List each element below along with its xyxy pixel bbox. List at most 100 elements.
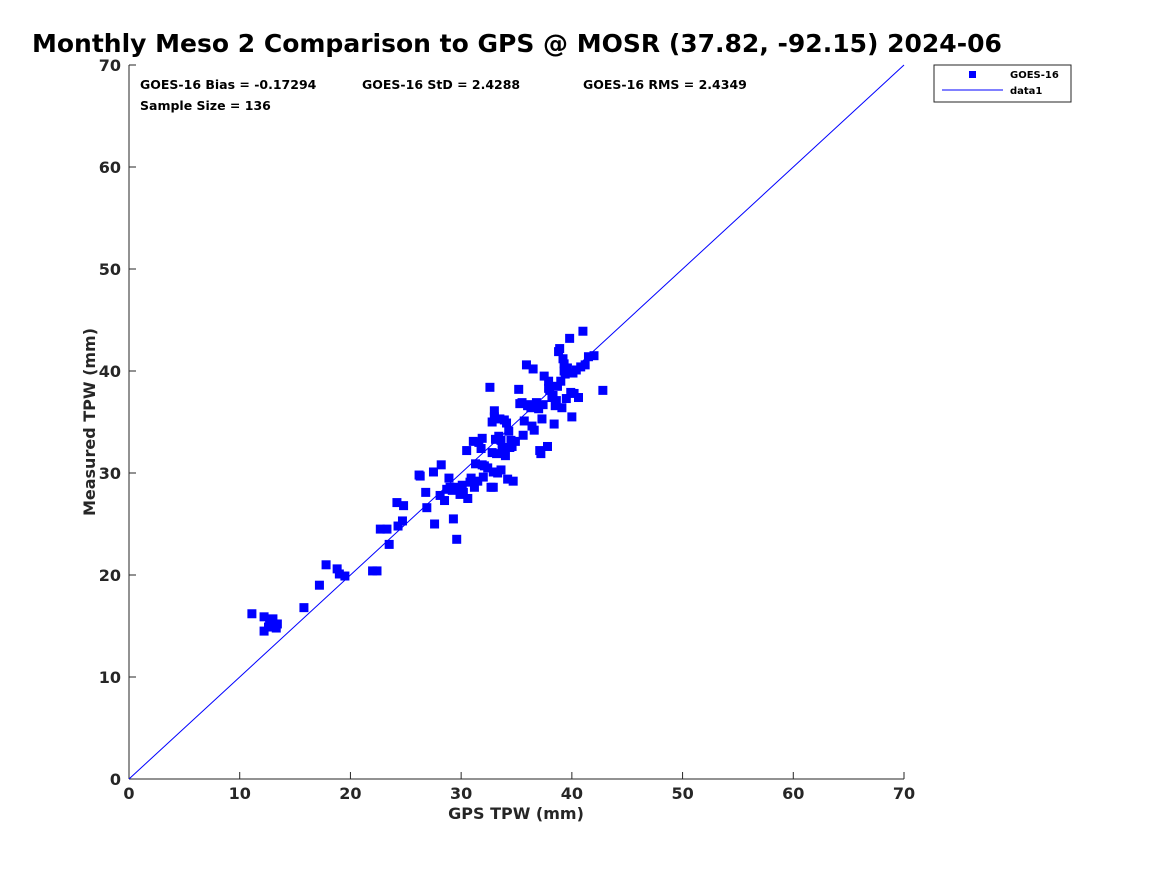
data-point	[574, 393, 583, 403]
stat-std: GOES-16 StD = 2.4288	[362, 77, 520, 92]
data-point	[551, 396, 561, 406]
data-point	[392, 498, 402, 508]
data-point	[430, 519, 440, 529]
y-tick-label: 60	[99, 158, 121, 177]
y-tick-label: 20	[99, 566, 121, 585]
data-point	[259, 612, 269, 622]
data-point	[414, 470, 424, 480]
data-point	[528, 364, 538, 374]
data-point	[485, 382, 495, 392]
data-point	[558, 354, 568, 364]
legend-marker-goes16	[969, 71, 976, 78]
data-point	[457, 480, 467, 490]
data-point	[580, 360, 590, 370]
y-tick-label: 50	[99, 260, 121, 279]
data-point	[399, 501, 409, 511]
data-point	[272, 619, 282, 629]
data-point	[422, 503, 432, 513]
data-point	[539, 371, 549, 381]
data-point	[458, 487, 468, 497]
data-point	[549, 419, 559, 429]
data-point	[544, 376, 554, 386]
data-point	[538, 400, 548, 410]
x-tick-label: 30	[450, 784, 472, 803]
data-point	[531, 398, 541, 408]
data-point	[500, 451, 510, 461]
stat-sample-size: Sample Size = 136	[140, 98, 271, 113]
data-point	[529, 425, 539, 435]
stat-bias: GOES-16 Bias = -0.17294	[140, 77, 317, 92]
data-point	[598, 385, 608, 395]
data-point	[436, 460, 446, 470]
data-point	[508, 476, 518, 486]
axis-ticks: 0 10 20 30 40 50 60 70 0 10 20 30 40 50 60 70	[99, 56, 915, 803]
y-axis-label: Measured TPW (mm)	[80, 328, 99, 516]
data-point	[448, 514, 458, 524]
data-point	[552, 381, 562, 391]
data-point	[444, 473, 454, 483]
data-point	[578, 326, 588, 336]
data-point	[440, 496, 450, 506]
legend: GOES-16 data1	[933, 64, 1072, 103]
data-point	[487, 417, 497, 427]
data-point	[502, 418, 512, 428]
data-point	[550, 401, 560, 411]
x-tick-label: 40	[561, 784, 583, 803]
data-point	[504, 426, 514, 436]
data-point	[496, 465, 506, 475]
y-tick-label: 30	[99, 464, 121, 483]
data-point	[548, 390, 558, 400]
x-axis-label: GPS TPW (mm)	[448, 804, 584, 823]
stats-annotations: GOES-16 Bias = -0.17294 GOES-16 StD = 2.…	[140, 77, 747, 113]
data-point	[375, 524, 385, 534]
data-point	[468, 436, 478, 446]
data-point	[559, 366, 569, 376]
data-point	[488, 482, 498, 492]
data-point	[543, 441, 552, 451]
data-point	[557, 403, 567, 413]
axes-frame	[128, 65, 904, 780]
data-point	[478, 472, 488, 482]
data-point	[521, 360, 531, 370]
x-tick-label: 50	[671, 784, 693, 803]
data-point	[477, 460, 487, 470]
data-point	[314, 580, 324, 590]
legend-label-goes16: GOES-16	[1010, 70, 1059, 81]
data-point	[473, 476, 483, 486]
data-point	[465, 477, 475, 487]
data-point	[544, 383, 554, 393]
data-point	[556, 376, 566, 386]
data-point	[561, 394, 571, 404]
data-point	[514, 384, 524, 394]
data-point	[583, 352, 593, 362]
data-point	[489, 412, 499, 422]
data-point	[510, 436, 520, 446]
data-point	[299, 603, 309, 613]
data-point	[332, 564, 342, 574]
data-point	[555, 344, 565, 354]
data-point	[497, 443, 507, 452]
data-point	[503, 474, 513, 484]
data-point	[452, 534, 462, 544]
plot-lines	[128, 64, 905, 780]
data-point	[589, 351, 599, 361]
series-line-data1	[128, 64, 905, 780]
data-point	[565, 333, 575, 343]
chart-title: Monthly Meso 2 Comparison to GPS @ MOSR …	[32, 29, 1002, 58]
x-tick-label: 70	[893, 784, 915, 803]
data-point	[334, 569, 344, 579]
data-point	[393, 521, 403, 531]
data-point	[518, 430, 528, 440]
legend-label-data1: data1	[1010, 86, 1042, 97]
data-point	[471, 459, 481, 469]
data-point	[372, 566, 382, 576]
data-point	[496, 435, 506, 445]
data-point	[340, 571, 350, 581]
y-tick-label: 10	[99, 668, 121, 687]
data-point	[462, 446, 472, 456]
data-point	[476, 444, 486, 454]
x-tick-label: 60	[782, 784, 804, 803]
data-point	[517, 398, 527, 408]
data-point	[428, 467, 438, 477]
